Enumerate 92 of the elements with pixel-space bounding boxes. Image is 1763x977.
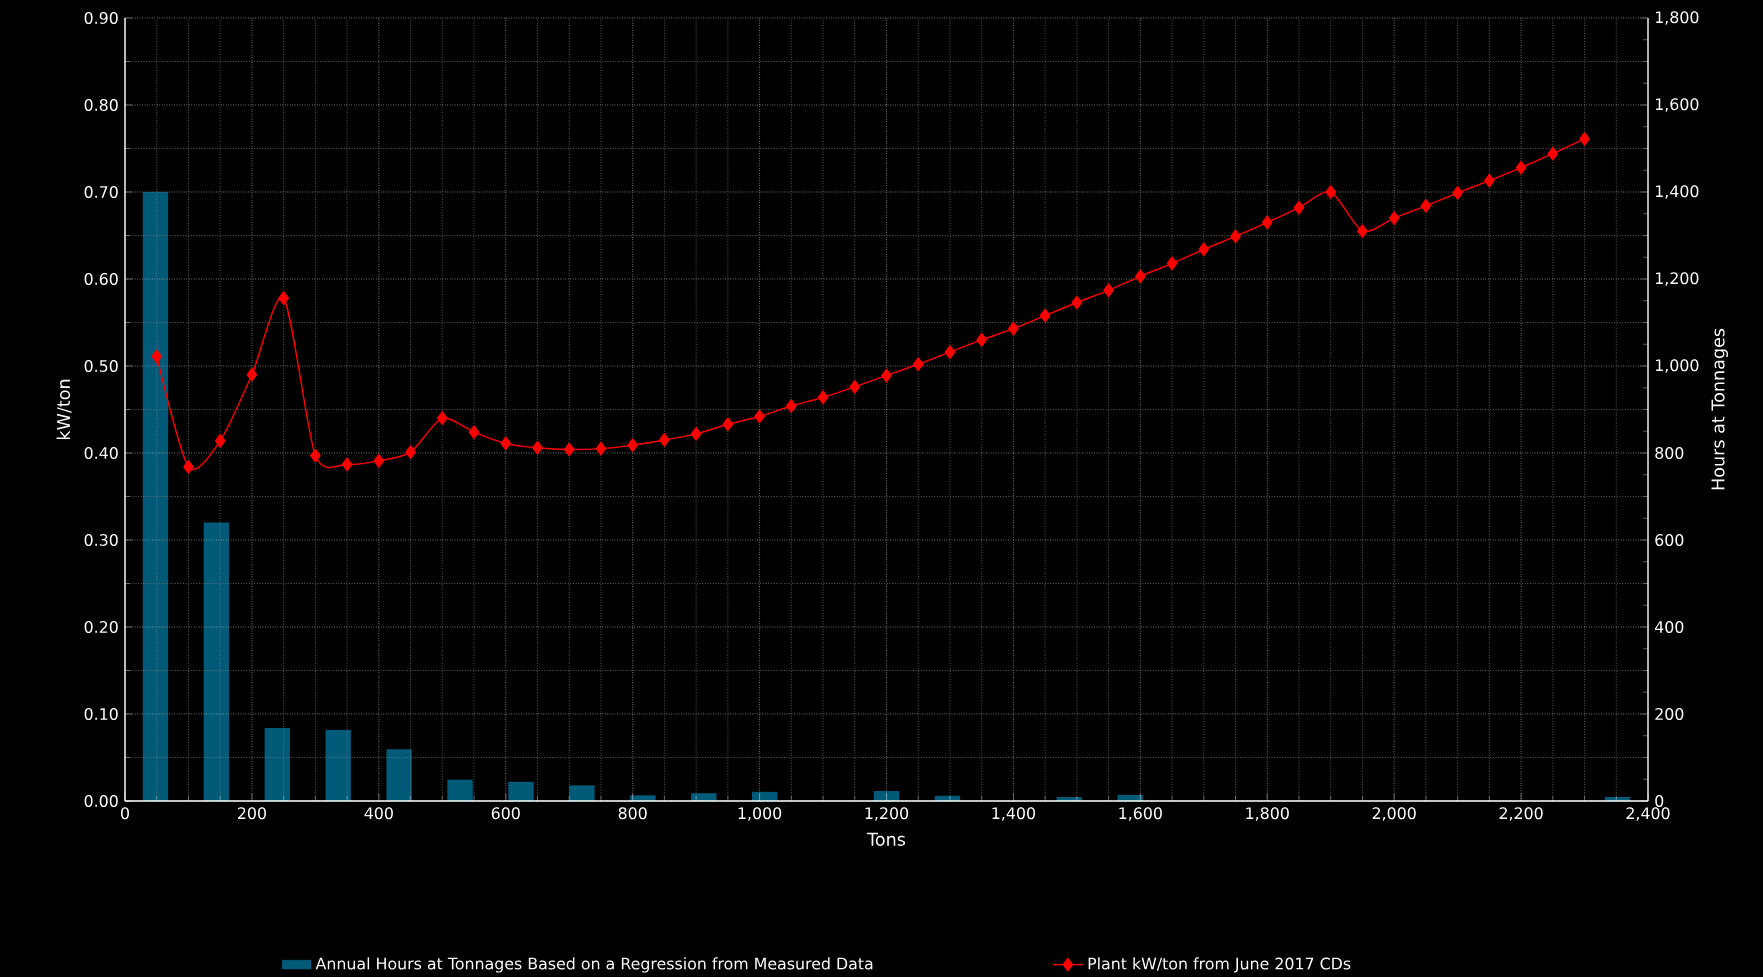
bar — [203, 522, 230, 801]
point — [1103, 283, 1114, 298]
x-tick-label: 1,200 — [865, 807, 909, 821]
point — [1547, 146, 1559, 161]
bar — [508, 781, 534, 801]
point — [563, 442, 575, 457]
x-tick-label: 800 — [618, 807, 647, 820]
y2-axis-title: Hours at Tonnages — [1711, 328, 1729, 490]
point — [722, 417, 734, 432]
x-tick-label: 1,800 — [1246, 807, 1289, 821]
point — [468, 425, 480, 439]
bar — [386, 749, 412, 801]
x-tick-label: 200 — [237, 807, 266, 820]
x-tick-label: 1,600 — [1119, 807, 1162, 821]
bar — [325, 730, 351, 801]
bar — [142, 191, 169, 801]
y2-tick-label: 1,000 — [1655, 359, 1699, 373]
point — [1325, 185, 1337, 199]
point — [1166, 256, 1178, 271]
y-tick-label: 0.90 — [84, 12, 118, 24]
y2-tick-label: 200 — [1655, 708, 1684, 720]
point — [1008, 321, 1019, 336]
point — [1452, 186, 1463, 200]
y2-tick-label: 600 — [1655, 534, 1684, 546]
y-tick-label: 0.10 — [84, 708, 118, 720]
point — [627, 438, 638, 453]
y-tick-label: 0.20 — [84, 621, 118, 633]
point — [690, 426, 702, 441]
point — [1261, 215, 1273, 230]
point — [310, 448, 321, 463]
point — [786, 399, 797, 413]
point — [881, 368, 892, 383]
x-tick-label: 1,000 — [738, 807, 782, 821]
point — [976, 333, 988, 347]
x-tick-label: 600 — [491, 807, 520, 820]
y-tick-label: 0.60 — [84, 273, 118, 285]
y2-tick-label: 400 — [1654, 621, 1684, 633]
bar — [447, 779, 473, 801]
y2-tick-label: 800 — [1655, 447, 1684, 459]
x-tick-label: 0 — [121, 807, 129, 820]
point — [1135, 269, 1146, 284]
y2-tick-label: 1,600 — [1655, 98, 1699, 112]
y2-tick-label: 1,400 — [1655, 185, 1699, 199]
point — [1515, 160, 1527, 175]
bar — [569, 785, 595, 801]
point — [1198, 242, 1210, 257]
point — [1579, 132, 1590, 146]
point — [817, 390, 829, 405]
y-tick-label: 0.30 — [84, 534, 118, 546]
point — [912, 357, 924, 372]
point — [1388, 211, 1400, 225]
x-tick-label: 2,000 — [1372, 807, 1416, 821]
point — [1039, 308, 1051, 323]
point — [214, 433, 226, 448]
y-tick-label: 0.40 — [84, 447, 118, 459]
point — [1293, 200, 1305, 215]
legend-label: Annual Hours at Tonnages Based on a Regression from Measured Data — [315, 957, 873, 973]
x-tick-label: 2,200 — [1499, 807, 1543, 821]
point — [436, 411, 448, 426]
point — [595, 441, 607, 456]
y2-tick-label: 0 — [1655, 795, 1664, 807]
y-tick-label: 0.70 — [84, 186, 118, 198]
y-axis-title: kW/ton — [56, 379, 72, 440]
point — [1357, 224, 1368, 238]
point — [849, 380, 861, 394]
point — [183, 460, 194, 474]
point — [500, 436, 512, 451]
point — [754, 409, 765, 424]
point — [151, 349, 163, 364]
point — [341, 457, 353, 472]
bar — [264, 727, 290, 801]
point — [1484, 173, 1495, 188]
point — [944, 345, 956, 359]
point — [405, 445, 416, 459]
x-axis-title: Tons — [867, 832, 906, 846]
y-tick-label: 0.80 — [84, 99, 118, 111]
x-tick-label: 1,400 — [992, 807, 1035, 821]
point — [659, 433, 670, 447]
x-tick-label: 2,400 — [1626, 807, 1670, 821]
x-tick-label: 400 — [364, 807, 393, 820]
y2-tick-label: 1,200 — [1655, 272, 1699, 286]
y-tick-label: 0.50 — [84, 360, 118, 372]
point — [373, 453, 385, 468]
point — [278, 291, 289, 305]
point — [246, 367, 258, 382]
point — [1420, 199, 1432, 213]
point — [1071, 295, 1083, 310]
legend-label: Plant kW/ton from June 2017 CDs — [1088, 957, 1351, 973]
y2-tick-label: 1,800 — [1655, 11, 1699, 25]
y-tick-label: 0.00 — [84, 795, 118, 807]
point — [532, 440, 543, 455]
point — [1230, 229, 1241, 244]
